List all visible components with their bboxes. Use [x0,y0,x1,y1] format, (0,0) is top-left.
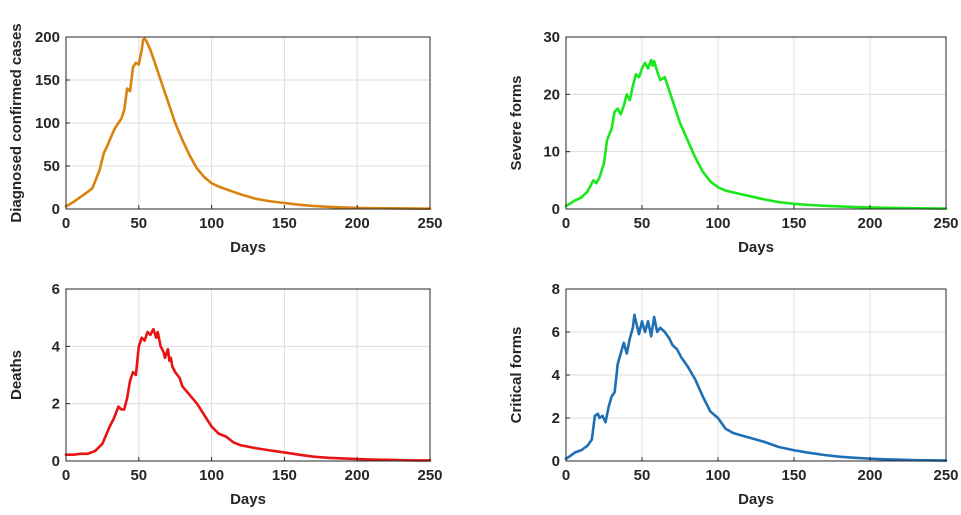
x-tick-label: 0 [562,467,570,484]
y-tick-label: 8 [552,281,560,298]
y-axis-label: Diagnosed confirmed cases [8,23,25,222]
y-tick-label: 0 [552,453,560,470]
x-tick-label: 150 [781,467,806,484]
x-tick-label: 250 [417,215,442,232]
x-tick-label: 100 [705,467,730,484]
x-tick-label: 100 [199,467,224,484]
y-tick-label: 6 [52,281,60,298]
panel-diagnosed-confirmed-cases: 0 50 100 150 200 250 0 50 100 150 200 Days Diagnosed… [8,23,443,256]
panel-critical-forms: 0 50 100 150 200 250 0 2 4 6 8 Days Critical forms [508,281,959,508]
series-line [64,37,432,210]
x-tick-label: 50 [634,215,651,232]
x-axis-label: Days [738,239,774,256]
x-tick-label: 100 [199,215,224,232]
y-tick-label: 30 [543,29,560,46]
x-tick-label: 200 [857,215,882,232]
y-tick-label: 0 [52,201,60,218]
x-tick-label: 50 [634,467,651,484]
x-tick-label: 0 [62,215,70,232]
series-line [64,327,432,462]
y-tick-label: 4 [552,367,561,384]
series-line [564,58,948,210]
y-tick-label: 0 [552,201,560,218]
x-tick-label: 50 [130,215,147,232]
y-tick-label: 0 [52,453,60,470]
x-tick-label: 100 [705,215,730,232]
x-tick-label: 250 [417,467,442,484]
x-tick-label: 0 [562,215,570,232]
y-tick-label: 4 [52,338,61,355]
y-tick-label: 2 [552,410,560,427]
y-tick-label: 20 [543,86,560,103]
y-tick-label: 2 [52,396,60,413]
y-tick-label: 150 [35,72,60,89]
plot-area [66,289,430,461]
x-tick-label: 150 [781,215,806,232]
x-tick-label: 150 [272,215,297,232]
x-tick-label: 250 [933,215,958,232]
x-tick-label: 50 [130,467,147,484]
y-tick-label: 50 [43,158,60,175]
y-tick-label: 10 [543,144,560,161]
y-tick-label: 100 [35,115,60,132]
y-tick-label: 6 [552,324,560,341]
y-axis-label: Critical forms [508,327,525,424]
y-axis-label: Severe forms [508,75,525,170]
plot-area [566,37,946,209]
x-tick-label: 150 [272,467,297,484]
x-axis-label: Days [230,491,266,508]
series-line [564,313,948,462]
y-axis-label: Deaths [8,350,25,400]
x-tick-label: 250 [933,467,958,484]
x-axis-label: Days [230,239,266,256]
x-tick-label: 200 [345,467,370,484]
panel-severe-forms: 0 50 100 150 200 250 0 10 20 30 Days Severe forms [508,29,959,256]
axes-frame [565,36,947,210]
x-tick-label: 200 [857,467,882,484]
y-tick-label: 200 [35,29,60,46]
x-tick-label: 200 [345,215,370,232]
x-axis-label: Days [738,491,774,508]
panel-deaths: 0 50 100 150 200 250 0 2 4 6 Days Deaths [8,281,443,508]
x-tick-label: 0 [62,467,70,484]
axes-frame [65,288,431,462]
